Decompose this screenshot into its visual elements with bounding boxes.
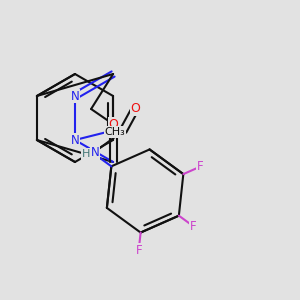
Text: N: N <box>91 146 100 160</box>
Text: F: F <box>190 220 197 233</box>
Text: N: N <box>70 134 80 146</box>
Text: CH₃: CH₃ <box>105 127 125 137</box>
Text: O: O <box>130 103 140 116</box>
Text: F: F <box>196 160 203 173</box>
Text: N: N <box>70 89 80 103</box>
Text: F: F <box>135 244 142 257</box>
Text: H: H <box>82 149 90 159</box>
Text: O: O <box>108 118 118 131</box>
